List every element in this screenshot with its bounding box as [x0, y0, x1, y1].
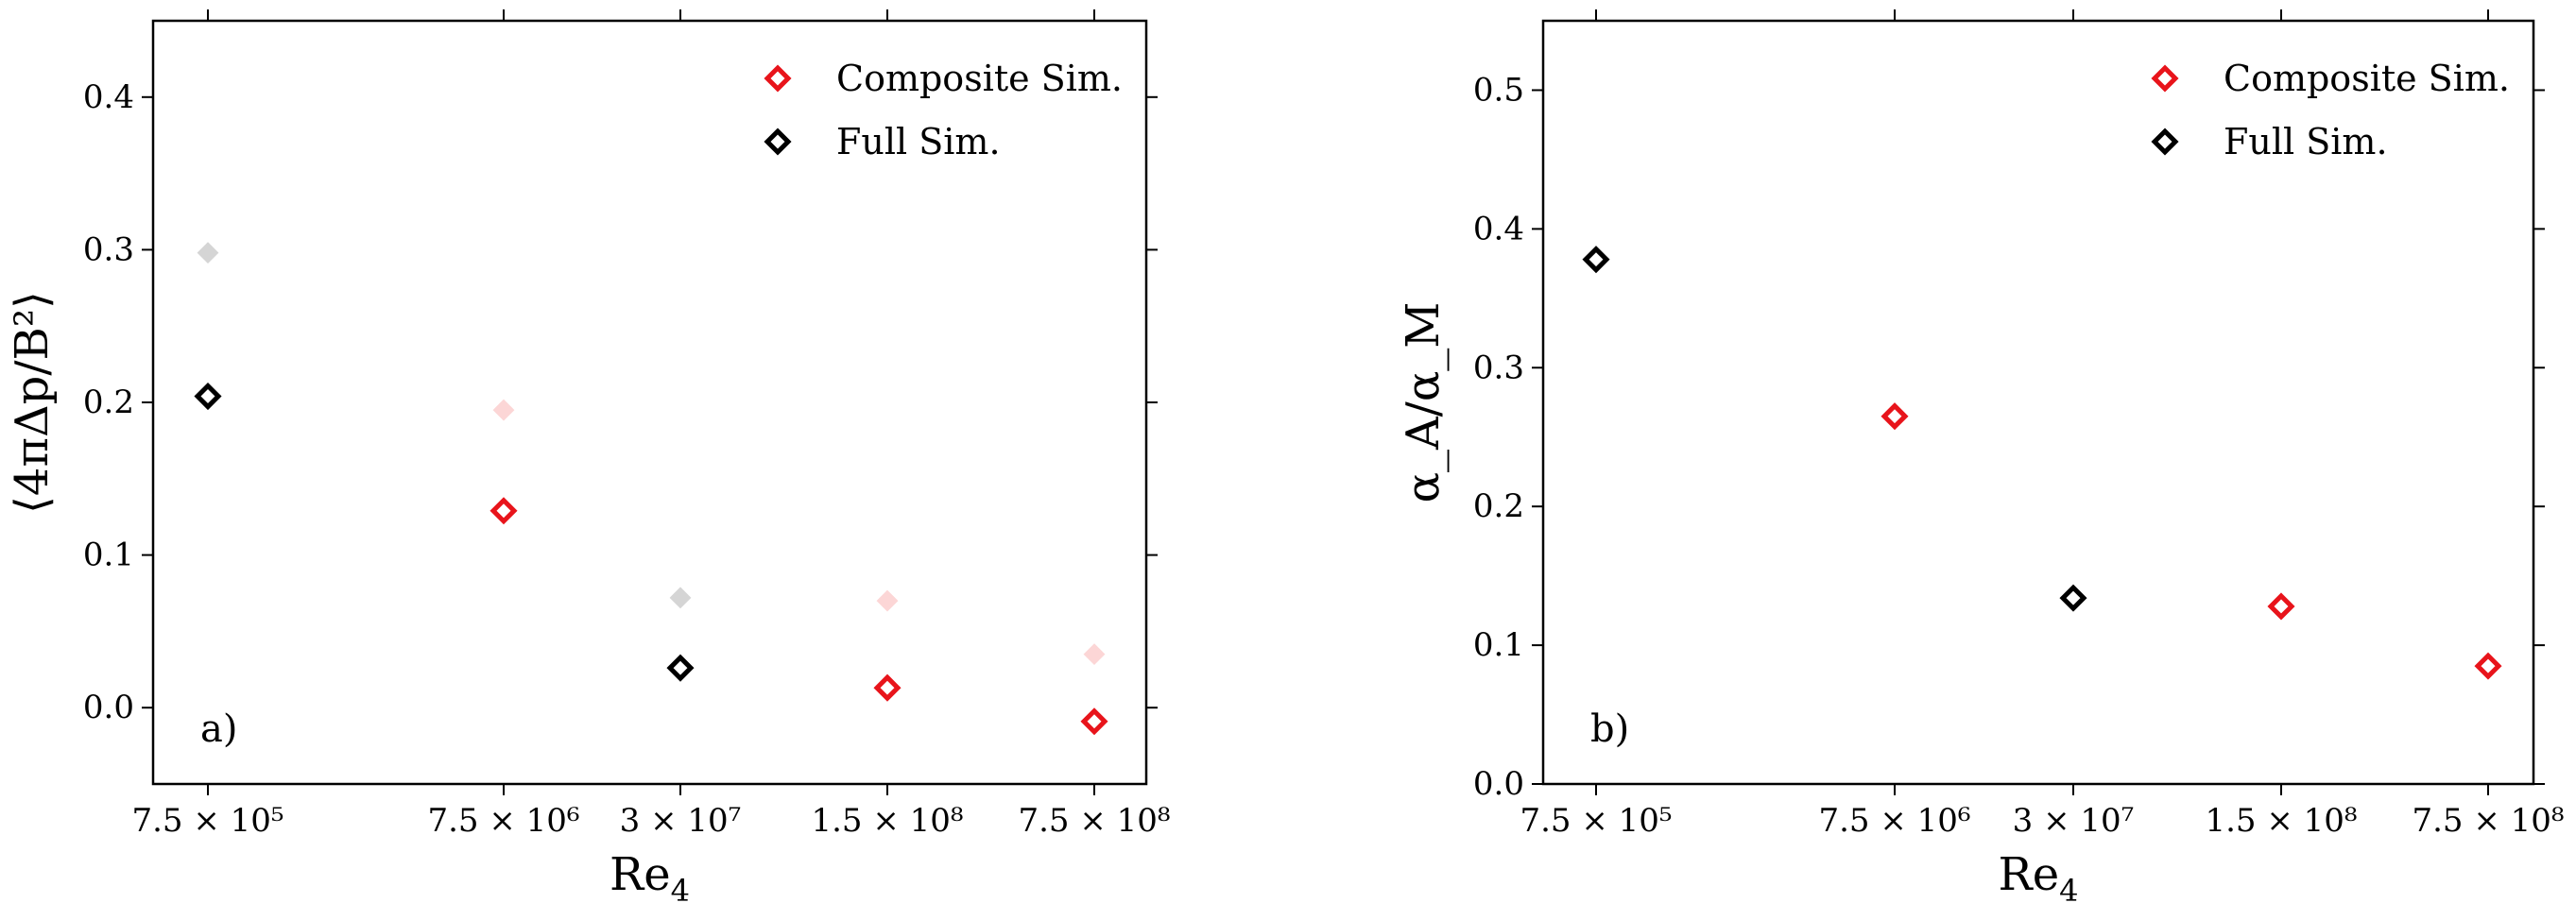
y-tick-label: 0.3: [1473, 349, 1524, 386]
composite-sim-point: [873, 673, 902, 702]
y-tick-label: 0.2: [1473, 487, 1524, 525]
x-axis-title-subscript: 4: [671, 873, 690, 909]
legend-label-full-sim: Full Sim.: [2224, 121, 2388, 162]
full-sim-point: [666, 654, 695, 682]
y-tick-label: 0.0: [1473, 765, 1524, 803]
y-tick-label: 0.3: [83, 230, 134, 268]
composite-sim-point: [489, 497, 518, 525]
faded-point: [669, 587, 692, 609]
composite-sim-point: [2267, 592, 2295, 621]
composite-sim-point: [1880, 402, 1909, 431]
y-axis-title: α_A/α_M: [1397, 302, 1450, 503]
x-tick-label: 7.5 × 10⁶: [1818, 802, 1970, 840]
x-axis-title: Re4: [610, 848, 690, 909]
x-tick-label: 7.5 × 10⁵: [1520, 802, 1672, 840]
x-tick-label: 7.5 × 10⁸: [2412, 802, 2564, 840]
y-tick-label: 0.5: [1473, 71, 1524, 109]
x-tick-label: 7.5 × 10⁵: [131, 802, 283, 840]
y-tick-label: 0.4: [83, 78, 134, 116]
y-tick-label: 0.0: [83, 689, 134, 726]
legend-label-composite-sim: Composite Sim.: [836, 58, 1123, 99]
full-sim-point: [1582, 246, 1610, 274]
x-tick-label: 7.5 × 10⁶: [427, 802, 579, 840]
full-sim-point: [194, 383, 222, 411]
composite-sim-point: [2474, 652, 2502, 680]
faded-point: [492, 399, 515, 421]
x-tick-label: 3 × 10⁷: [2013, 802, 2135, 840]
panel-a: 0.0 0.1 0.2 0.3 0.4 7.5 × 10⁵ 7.5 × 10⁶ 3 × 10⁷…: [6, 9, 1171, 909]
faded-point: [1083, 643, 1106, 666]
faded-point: [876, 589, 899, 612]
y-tick-label: 0.2: [83, 383, 134, 421]
legend-marker-composite-sim: [2151, 64, 2179, 93]
x-axis-title-main: Re: [1999, 848, 2060, 901]
y-tick-label: 0.1: [1473, 626, 1524, 664]
x-tick-label: 3 × 10⁷: [620, 802, 742, 840]
plot-frame: [1541, 19, 2535, 786]
x-tick-label: 1.5 × 10⁸: [811, 802, 963, 840]
legend-marker-full-sim: [2151, 128, 2179, 156]
composite-sim-point: [1080, 707, 1108, 736]
legend-marker-composite-sim: [764, 64, 792, 93]
y-tick-label: 0.4: [1473, 210, 1524, 247]
x-tick-label: 1.5 × 10⁸: [2205, 802, 2357, 840]
legend-label-composite-sim: Composite Sim.: [2224, 58, 2510, 99]
faded-point: [197, 242, 219, 264]
x-axis-title-subscript: 4: [2059, 873, 2078, 909]
panel-label: b): [1590, 707, 1629, 751]
panel-b: 0.0 0.1 0.2 0.3 0.4 0.5 7.5 × 10⁵ 7.5 × 10⁶ 3 × …: [1397, 9, 2565, 909]
legend-marker-full-sim: [764, 128, 792, 156]
legend-label-full-sim: Full Sim.: [836, 121, 1001, 162]
x-tick-label: 7.5 × 10⁸: [1018, 802, 1170, 840]
x-axis-title-main: Re: [610, 848, 671, 901]
y-axis-title: ⟨4πΔp/B²⟩: [6, 291, 59, 514]
panel-label: a): [200, 707, 237, 751]
x-axis-title: Re4: [1999, 848, 2079, 909]
y-tick-label: 0.1: [83, 537, 134, 574]
full-sim-point: [2059, 584, 2087, 612]
